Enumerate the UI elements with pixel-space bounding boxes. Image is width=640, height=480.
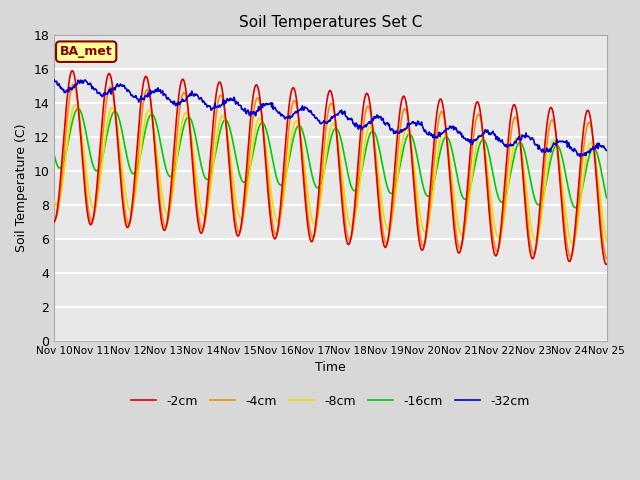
Line: -2cm: -2cm [54,71,607,264]
Line: -8cm: -8cm [54,105,607,243]
-32cm [204,104,211,110]
-16cm [415,160,422,166]
-4cm [399,112,406,118]
-4cm [51,215,58,221]
-8cm [204,206,211,212]
-8cm [415,200,422,205]
-16cm [51,153,58,158]
-8cm [399,139,406,145]
-8cm [60,167,68,173]
-2cm [204,194,211,200]
Y-axis label: Soil Temperature (C): Soil Temperature (C) [15,124,28,252]
-4cm [60,148,68,154]
-32cm [174,100,182,106]
-16cm [204,177,211,182]
-8cm [603,238,611,244]
-2cm [399,96,406,101]
-8cm [118,162,125,168]
Legend: -2cm, -4cm, -8cm, -16cm, -32cm: -2cm, -4cm, -8cm, -16cm, -32cm [126,390,534,413]
-8cm [71,102,79,108]
-32cm [118,84,125,89]
-4cm [204,205,211,211]
-32cm [51,77,58,83]
Line: -32cm: -32cm [54,80,607,156]
Title: Soil Temperatures Set C: Soil Temperatures Set C [239,15,422,30]
-2cm [603,262,611,267]
-4cm [174,121,182,127]
-32cm [399,127,406,132]
-8cm [568,240,576,246]
-2cm [174,100,182,106]
Line: -16cm: -16cm [54,108,607,208]
-2cm [118,192,125,197]
-4cm [70,82,77,87]
-16cm [118,128,125,133]
-32cm [81,77,89,83]
-32cm [576,154,584,159]
-4cm [603,256,611,262]
-2cm [68,68,76,73]
-16cm [174,151,182,157]
Line: -4cm: -4cm [54,84,607,259]
-32cm [60,90,68,96]
-8cm [174,147,182,153]
-4cm [118,180,125,186]
-16cm [603,195,611,201]
-16cm [399,151,406,157]
-2cm [60,128,68,134]
-4cm [415,221,422,227]
-16cm [60,157,68,163]
-32cm [603,147,611,153]
-16cm [74,106,82,111]
X-axis label: Time: Time [315,361,346,374]
-2cm [51,219,58,225]
-16cm [572,205,579,211]
-8cm [51,198,58,204]
-2cm [415,232,422,238]
-32cm [415,119,422,124]
Text: BA_met: BA_met [60,45,113,58]
